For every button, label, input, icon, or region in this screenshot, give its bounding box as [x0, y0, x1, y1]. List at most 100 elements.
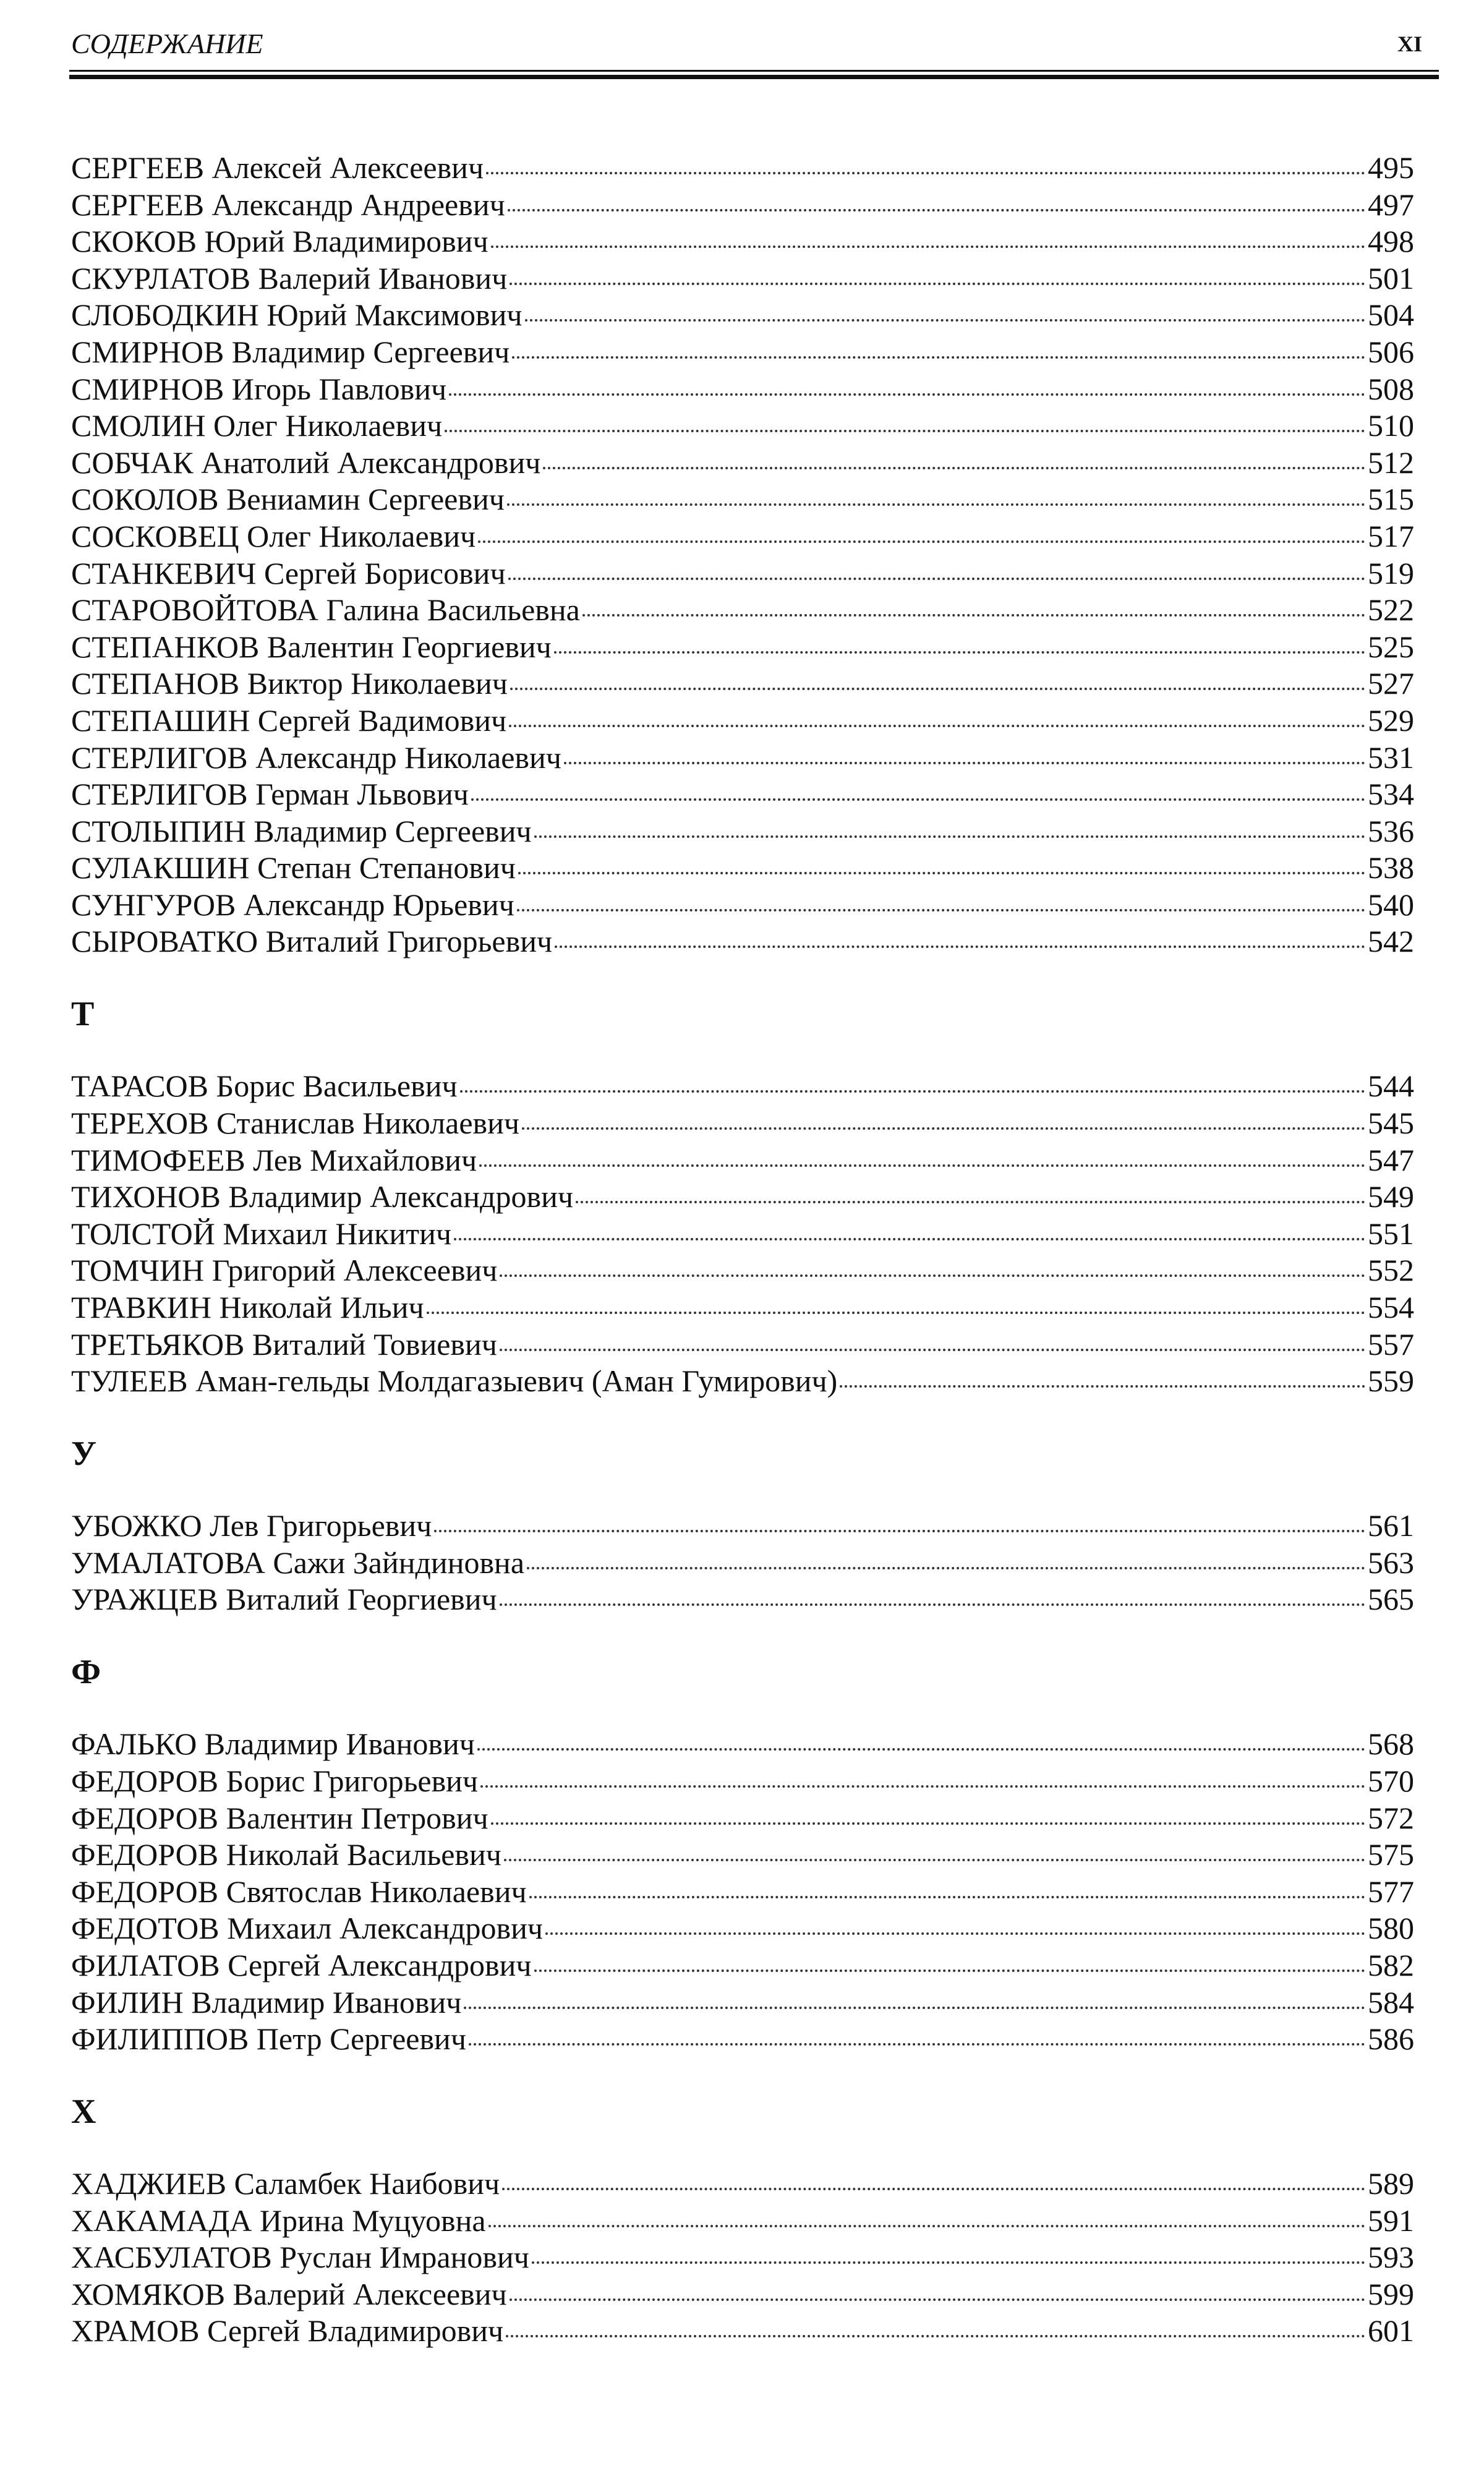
entry-name: СМИРНОВ Игорь Павлович	[71, 371, 447, 406]
dot-leader	[477, 1748, 1365, 1751]
toc-entry: СТЕПАНОВ Виктор Николаевич 527	[71, 665, 1414, 702]
toc-entry: ТИМОФЕЕВ Лев Михайлович 547	[71, 1142, 1414, 1179]
toc-entry: ФИЛИН Владимир Иванович 584	[71, 1984, 1414, 2021]
entry-page: 565	[1368, 1582, 1414, 1617]
entry-name: ТОМЧИН Григорий Алексеевич	[71, 1253, 498, 1288]
entry-name: СКОКОВ Юрий Владимирович	[71, 224, 488, 259]
section-letter: Т	[71, 995, 95, 1034]
toc-entry: СКОКОВ Юрий Владимирович 498	[71, 223, 1414, 260]
dot-leader	[464, 2006, 1365, 2009]
entry-page: 497	[1368, 187, 1414, 222]
dot-leader	[500, 1274, 1365, 1278]
entry-page: 551	[1368, 1216, 1414, 1251]
toc-entry: СОКОЛОВ Вениамин Сергеевич 515	[71, 481, 1414, 518]
toc-entry: ФИЛИППОВ Петр Сергеевич 586	[71, 2021, 1414, 2058]
entry-name: ФИЛИН Владимир Иванович	[71, 1984, 462, 2020]
toc-entry: СМОЛИН Олег Николаевич 510	[71, 408, 1414, 445]
toc-entry: СЫРОВАТКО Виталий Григорьевич 542	[71, 923, 1414, 960]
dot-leader	[534, 1969, 1365, 1972]
toc-entry: СТОЛЫПИН Владимир Сергеевич 536	[71, 813, 1414, 850]
entry-name: СОКОЛОВ Вениамин Сергеевич	[71, 482, 505, 517]
toc-entry: СОБЧАК Анатолий Александрович 512	[71, 445, 1414, 482]
entry-name: ФЕДОРОВ Борис Григорьевич	[71, 1763, 479, 1798]
entry-name: ХАДЖИЕВ Саламбек Наибович	[71, 2166, 500, 2201]
entry-name: СЛОБОДКИН Юрий Максимович	[71, 297, 522, 333]
table-of-contents: СЕРГЕЕВ Алексей Алексеевич 495 СЕРГЕЕВ Але…	[71, 150, 1414, 2350]
toc-entry: СМИРНОВ Владимир Сергеевич 506	[71, 334, 1414, 371]
dot-leader	[506, 503, 1365, 506]
entry-page: 504	[1368, 297, 1414, 333]
dot-leader	[553, 651, 1365, 654]
entry-name: ХОМЯКОВ Валерий Алексеевич	[71, 2276, 507, 2311]
entry-page: 512	[1368, 445, 1414, 480]
entry-name: ТУЛЕЕВ Аман-гельды Молдагазыевич (Аман Г…	[71, 1363, 838, 1399]
toc-entry: СТЕПАШИН Сергей Вадимович 529	[71, 702, 1414, 740]
toc-entry: СУНГУРОВ Александр Юрьевич 540	[71, 887, 1414, 924]
dot-leader	[454, 1237, 1365, 1240]
running-title: СОДЕРЖАНИЕ	[71, 28, 263, 59]
entry-page: 559	[1368, 1363, 1414, 1399]
toc-entry: ФАЛЬКО Владимир Иванович 568	[71, 1726, 1414, 1763]
entry-page: 519	[1368, 555, 1414, 591]
entry-page: 536	[1368, 813, 1414, 848]
entry-name: ХАКАМАДА Ирина Муцуовна	[71, 2203, 486, 2238]
entry-page: 552	[1368, 1253, 1414, 1288]
toc-entry: ФЕДОРОВ Валентин Петрович 572	[71, 1800, 1414, 1837]
entry-page: 515	[1368, 482, 1414, 517]
dot-leader	[502, 2188, 1365, 2191]
dot-leader	[527, 1566, 1365, 1569]
dot-leader	[545, 1932, 1365, 1935]
dot-leader	[479, 1164, 1365, 1167]
entry-name: СЕРГЕЕВ Алексей Алексеевич	[71, 150, 484, 185]
header-rule	[69, 75, 1439, 79]
entry-name: УБОЖКО Лев Григорьевич	[71, 1508, 432, 1543]
toc-entry: СТЕРЛИГОВ Герман Львович 534	[71, 776, 1414, 813]
entry-page: 599	[1368, 2276, 1414, 2311]
dot-leader	[506, 2335, 1365, 2338]
toc-entry: ФИЛАТОВ Сергей Александрович 582	[71, 1947, 1414, 1984]
dot-leader	[486, 172, 1365, 174]
page-number: XI	[1397, 32, 1422, 56]
toc-entry: СТАРОВОЙТОВА Галина Васильевна 522	[71, 592, 1414, 629]
entry-name: СМИРНОВ Владимир Сергеевич	[71, 334, 510, 369]
entry-page: 508	[1368, 371, 1414, 406]
entry-name: УРАЖЦЕВ Виталий Георгиевич	[71, 1582, 497, 1617]
entry-page: 577	[1368, 1874, 1414, 1909]
dot-leader	[478, 540, 1365, 543]
section-letter: Х	[71, 2092, 96, 2131]
dot-leader	[522, 1127, 1365, 1130]
toc-entry: ТЕРЕХОВ Станислав Николаевич 545	[71, 1105, 1414, 1142]
entry-page: 549	[1368, 1179, 1414, 1214]
dot-leader	[840, 1385, 1365, 1388]
entry-page: 522	[1368, 592, 1414, 628]
entry-page: 544	[1368, 1069, 1414, 1104]
entry-page: 591	[1368, 2203, 1414, 2238]
entry-name: СЫРОВАТКО Виталий Григорьевич	[71, 924, 553, 959]
entry-name: СТЕРЛИГОВ Александр Николаевич	[71, 740, 561, 775]
toc-entry: ТОМЧИН Григорий Алексеевич 552	[71, 1252, 1414, 1289]
entry-page: 527	[1368, 666, 1414, 701]
toc-entry: СЕРГЕЕВ Александр Андреевич 497	[71, 187, 1414, 224]
entry-name: ТИМОФЕЕВ Лев Михайлович	[71, 1142, 477, 1177]
entry-page: 540	[1368, 887, 1414, 922]
entry-name: СМОЛИН Олег Николаевич	[71, 408, 443, 443]
dot-leader	[468, 2043, 1365, 2046]
entry-page: 495	[1368, 150, 1414, 185]
entry-page: 563	[1368, 1545, 1414, 1580]
entry-page: 510	[1368, 408, 1414, 443]
dot-leader	[534, 835, 1365, 838]
entry-name: ФИЛИППОВ Петр Сергеевич	[71, 2021, 466, 2057]
entry-name: СКУРЛАТОВ Валерий Иванович	[71, 260, 508, 296]
dot-leader	[434, 1530, 1365, 1533]
entry-page: 572	[1368, 1800, 1414, 1835]
entry-name: ФЕДОТОВ Михаил Александрович	[71, 1911, 544, 1946]
entry-page: 534	[1368, 777, 1414, 812]
entry-name: ТИХОНОВ Владимир Александрович	[71, 1179, 573, 1214]
entry-page: 580	[1368, 1911, 1414, 1946]
entry-page: 568	[1368, 1726, 1414, 1762]
entry-name: СОБЧАК Анатолий Александрович	[71, 445, 541, 480]
entry-page: 557	[1368, 1326, 1414, 1362]
dot-leader	[509, 2298, 1365, 2301]
entry-name: ФЕДОРОВ Святослав Николаевич	[71, 1874, 527, 1909]
